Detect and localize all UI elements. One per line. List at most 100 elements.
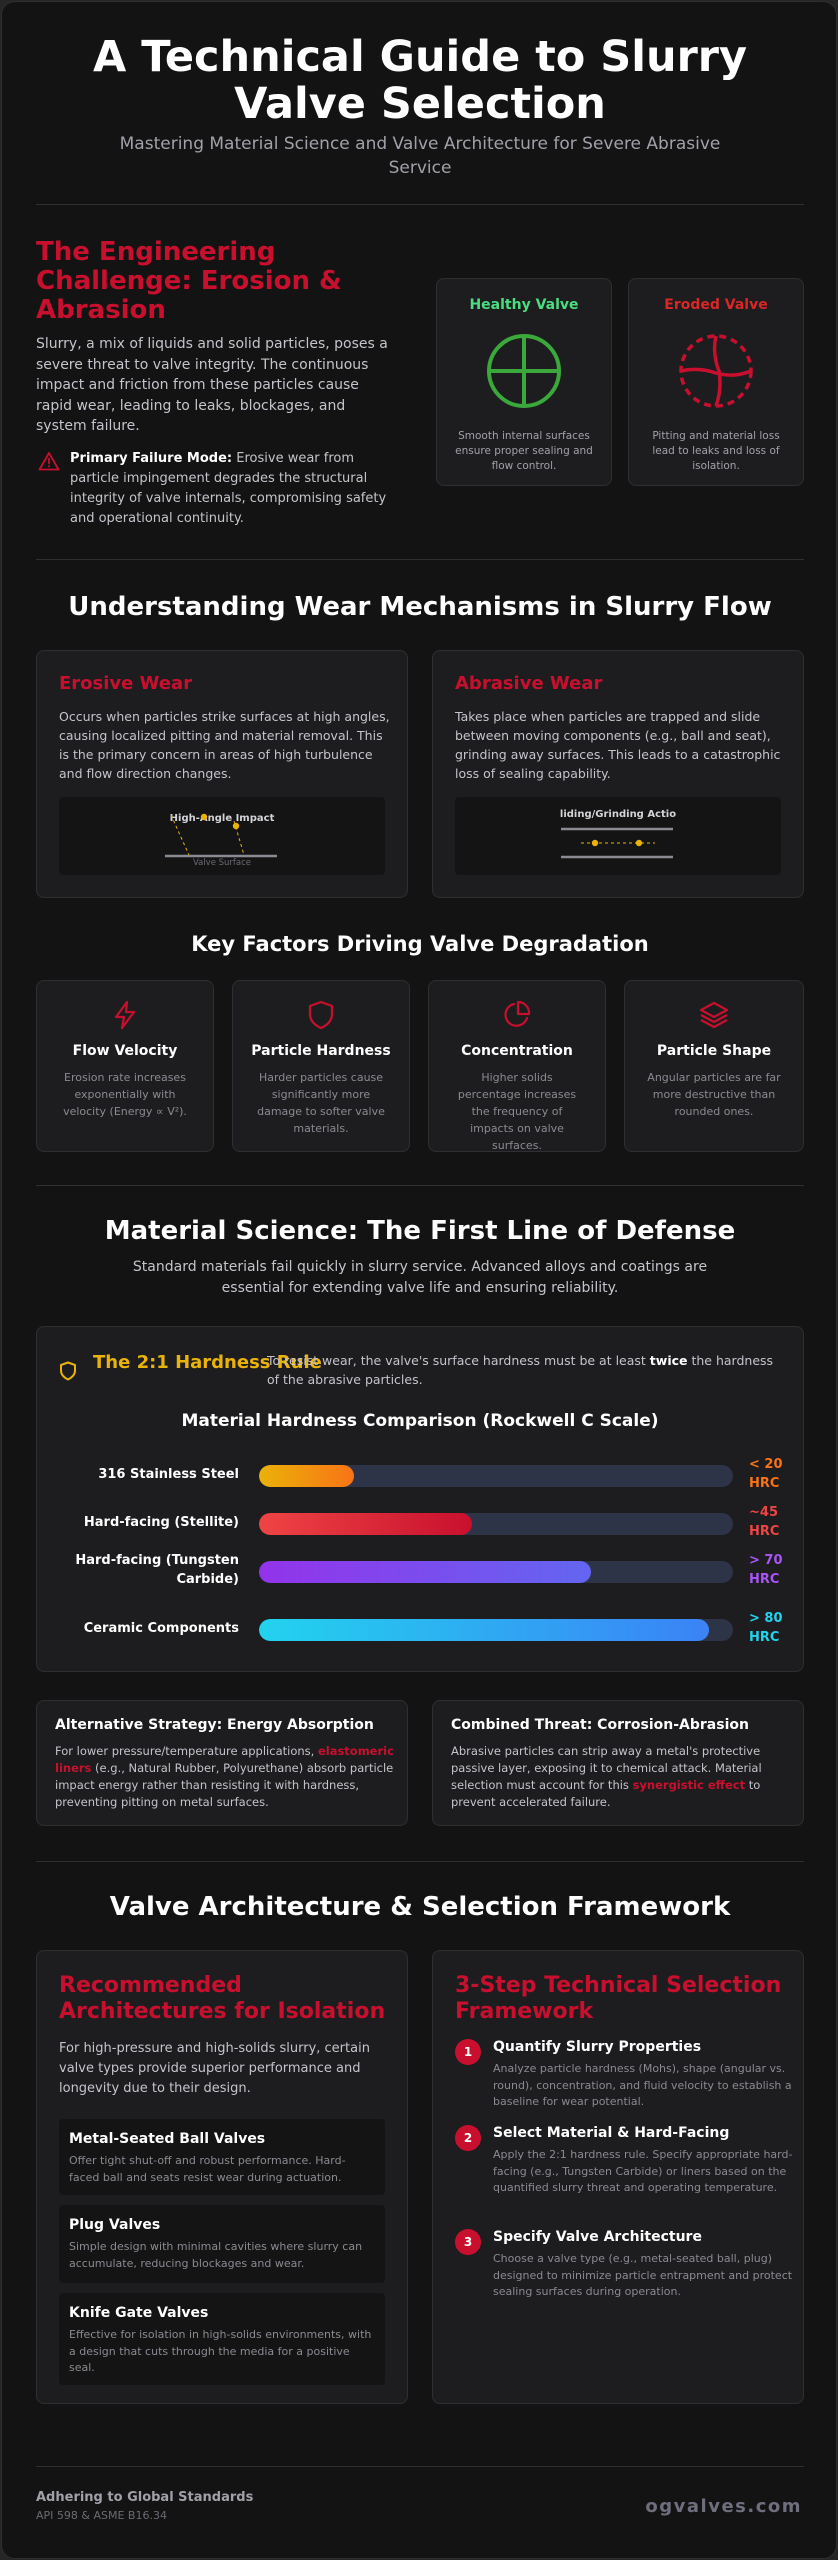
step-desc: Analyze particle hardness (Mohs), shape … [493,2062,792,2108]
body-highlight: synergistic effect [632,1778,746,1792]
factors-title: Key Factors Driving Valve Degradation [191,932,649,956]
body-part: to prevent accelerated failure. [451,1778,761,1809]
bar-value: ~45 HRC [749,1505,780,1539]
bar-track [259,1561,733,1583]
factor-card-flow-velocity: Flow Velocity Erosion rate increases exp… [36,980,214,1152]
bar-label: Hard-facing (Tungsten Carbide) [75,1553,239,1587]
step-number: 2 [455,2125,481,2151]
step-title: Specify Valve Architecture [493,2229,702,2245]
bar-track [259,1619,733,1641]
framework-step: 3 Specify Valve Architecture Choose a va… [455,2229,795,2309]
divider [36,204,804,205]
eroded-valve-desc: Pitting and material loss lead to leaks … [652,430,780,472]
bar-label: Ceramic Components [83,1621,239,1636]
layers-icon [699,1001,729,1029]
hardness-bar-row: Hard-facing (Stellite) ~45 HRC [59,1503,785,1543]
erosive-wear-card: Erosive Wear Occurs when particles strik… [36,650,408,898]
valve-surface-label: Valve Surface [192,858,252,868]
bar-fill [259,1619,710,1641]
body-part: For lower pressure/temperature applicati… [55,1744,318,1758]
step-number: 1 [455,2039,481,2065]
factor-desc: Angular particles are far more destructi… [647,1071,781,1118]
abrasive-wear-body: Takes place when particles are trapped a… [455,709,781,781]
corrosion-abrasion-card: Combined Threat: Corrosion-Abrasion Abra… [432,1700,804,1826]
body-part: Abrasive particles can strip away a meta… [451,1744,762,1792]
page-title: A Technical Guide to Slurry Valve Select… [92,32,748,129]
valve-type-desc: Offer tight shut-off and robust performa… [69,2154,346,2184]
erosive-wear-title: Erosive Wear [59,673,193,694]
page-subtitle: Mastering Material Science and Valve Arc… [119,134,721,178]
framework-step: 1 Quantify Slurry Properties Analyze par… [455,2039,795,2119]
factor-title: Flow Velocity [72,1043,178,1059]
body-part: (e.g., Natural Rubber, Polyurethane) abs… [55,1761,394,1809]
divider [36,1861,804,1862]
body-highlight: elastomeric liners [55,1744,394,1775]
energy-absorption-body: For lower pressure/temperature applicati… [55,1743,395,1811]
factor-card-particle-shape: Particle Shape Angular particles are far… [624,980,804,1152]
bar-value: < 20 HRC [749,1457,783,1491]
eroded-valve-title: Eroded Valve [664,297,768,313]
factor-desc: Erosion rate increases exponentially wit… [63,1071,187,1118]
lightning-icon [114,1000,136,1030]
healthy-valve-desc: Smooth internal surfaces ensure proper s… [455,430,593,472]
bar-fill [259,1465,354,1487]
selection-framework-card: 3-Step Technical Selection Framework 1 Q… [432,1950,804,2404]
factor-desc: Harder particles cause significantly mor… [257,1071,385,1135]
valve-type-title: Plug Valves [69,2217,161,2233]
challenge-title: The Engineering Challenge: Erosion & Abr… [36,237,342,325]
hardness-bar-row: Hard-facing (Tungsten Carbide) > 70 HRC [59,1551,785,1591]
rule-text-part: the hardness of the abrasive particles. [267,1353,774,1387]
bar-track [259,1513,733,1535]
footer-standards-list: API 598 & ASME B16.34 [36,2509,167,2522]
energy-absorption-card: Alternative Strategy: Energy Absorption … [36,1700,408,1826]
brand-link[interactable]: ogvalves.com [645,2496,802,2517]
factor-desc: Higher solids percentage increases the f… [457,1071,577,1152]
factor-title: Particle Hardness [251,1043,391,1059]
eroded-valve-icon [679,334,753,408]
step-title: Select Material & Hard-Facing [493,2125,730,2141]
factor-card-particle-hardness: Particle Hardness Harder particles cause… [232,980,410,1152]
rule-text-part: To resist wear, the valve's surface hard… [267,1353,650,1368]
healthy-valve-title: Healthy Valve [469,297,579,313]
factor-card-concentration: Concentration Higher solids percentage i… [428,980,606,1152]
recommended-intro: For high-pressure and high-solids slurry… [59,2041,370,2096]
grinding-diagram [561,827,673,859]
shield-icon [308,1000,334,1030]
valve-type-title: Metal-Seated Ball Valves [69,2131,266,2147]
footer-title: Adhering to Global Standards [36,2490,254,2505]
grinding-demo-label: liding/Grinding Actio [559,809,677,820]
bar-fill [259,1513,473,1535]
impact-diagram [165,813,277,858]
valve-type-desc: Effective for isolation in high-solids e… [69,2328,372,2374]
corrosion-abrasion-title: Combined Threat: Corrosion-Abrasion [451,1717,749,1733]
recommended-title: Recommended Architectures for Isolation [59,1973,386,2024]
warning-icon [38,452,60,471]
sliding-grinding-demo: liding/Grinding Actio [455,797,781,875]
hardness-bar-row: Ceramic Components > 80 HRC [59,1609,785,1649]
erosive-wear-body: Occurs when particles strike surfaces at… [59,709,390,781]
hardness-comparison-title: Material Hardness Comparison (Rockwell C… [181,1411,659,1431]
hardness-bar-row: 316 Stainless Steel < 20 HRC [59,1455,785,1495]
eroded-valve-card: Eroded Valve Pitting and material loss l… [628,278,804,486]
high-angle-impact-demo: High-Angle Impact Valve Surface [59,797,385,875]
abrasive-wear-title: Abrasive Wear [455,673,603,694]
step-number: 3 [455,2229,481,2255]
pie-chart-icon [504,1000,531,1027]
footer-standards: Adhering to Global Standards API 598 & A… [36,2490,253,2522]
wear-section-title: Understanding Wear Mechanisms in Slurry … [68,592,772,622]
material-section-title: Material Science: The First Line of Defe… [104,1216,736,1246]
framework-title: 3-Step Technical Selection Framework [455,1973,782,2024]
healthy-valve-card: Healthy Valve Smooth internal surfaces e… [436,278,612,486]
divider [36,559,804,560]
framework-step: 2 Select Material & Hard-Facing Apply th… [455,2125,795,2221]
impact-demo-label: High-Angle Impact [169,813,275,824]
shield-icon [60,1361,76,1381]
bar-value: > 80 HRC [749,1611,783,1645]
valve-type-card: Metal-Seated Ball Valves Offer tight shu… [59,2119,385,2195]
material-section-subtitle: Standard materials fail quickly in slurr… [132,1259,708,1296]
step-title: Quantify Slurry Properties [493,2039,702,2055]
hardness-card: The 2:1 Hardness Rule To resist wear, th… [36,1326,804,1672]
abrasive-wear-card: Abrasive Wear Takes place when particles… [432,650,804,898]
factor-title: Particle Shape [656,1043,772,1059]
